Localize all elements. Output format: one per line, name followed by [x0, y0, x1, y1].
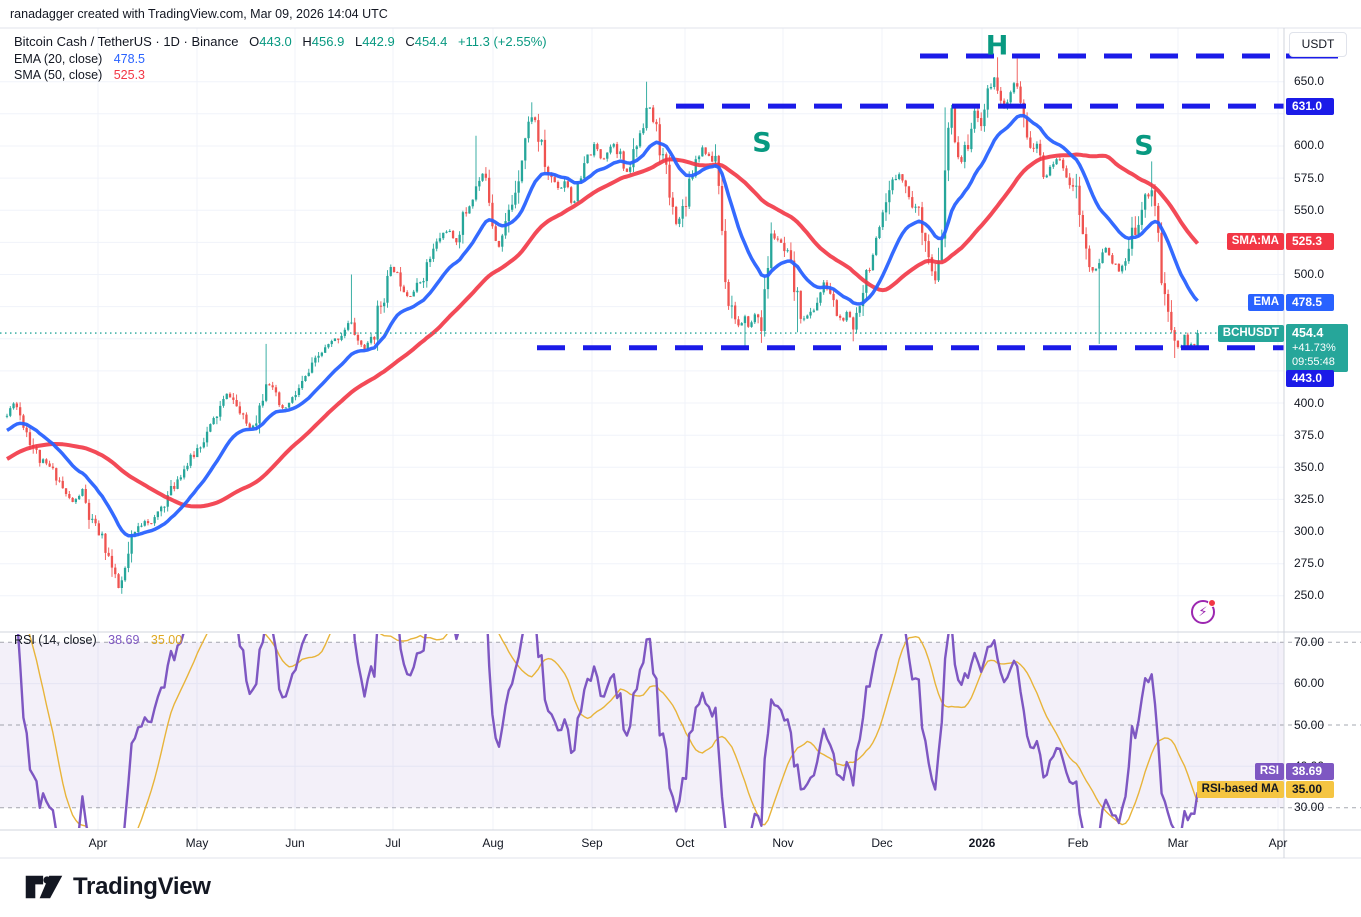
bar-countdown: 09:55:48 [1292, 356, 1335, 369]
rsi-legend-row[interactable]: RSI (14, close) 38.69 35.00 [14, 633, 182, 647]
ohlc-high: H456.9 [302, 34, 345, 49]
ohlc-close: C454.4 [405, 34, 448, 49]
price-tick-label: 325.0 [1294, 491, 1325, 506]
price-tick-label: 500.0 [1294, 266, 1325, 281]
rsi-value: 38.69 [108, 633, 140, 647]
sma-value: 525.3 [113, 68, 145, 82]
ema-axis-chip: EMA [1248, 293, 1284, 311]
rsi-level-lines [0, 641, 1361, 809]
last-price-change: +41.73% [1292, 342, 1336, 355]
month-label[interactable]: Apr [88, 836, 108, 850]
month-label[interactable]: Sep [581, 836, 603, 850]
right-shoulder-annotation: S [1134, 130, 1154, 162]
rsi-tick-label: 60.00 [1294, 676, 1325, 691]
head-annotation: H [985, 30, 1009, 62]
symbol-legend-row[interactable]: Bitcoin Cash / TetherUS · 1D · Binance O… [14, 34, 547, 51]
rsi-tick-label: 70.00 [1294, 634, 1325, 649]
price-tick-label: 575.0 [1294, 170, 1325, 185]
rsi-tick-label: 30.00 [1294, 800, 1325, 815]
sma-price-badge: 525.3 [1286, 233, 1334, 251]
month-label[interactable]: Apr [1268, 836, 1288, 850]
sma-label: SMA (50, close) [14, 68, 103, 82]
ema-value: 478.5 [113, 51, 145, 66]
month-label[interactable]: May [185, 836, 209, 850]
tradingview-logo-mark [25, 875, 63, 899]
tradingview-logo-text: TradingView [73, 873, 211, 900]
price-tick-label: 400.0 [1294, 395, 1325, 410]
price-tick-label: 250.0 [1294, 588, 1325, 603]
month-label[interactable]: Dec [871, 836, 893, 850]
grid-lines [0, 28, 1284, 830]
month-label[interactable]: Jun [285, 836, 305, 850]
last-price-value: 454.4 [1292, 326, 1324, 341]
price-tick-label: 650.0 [1294, 74, 1325, 89]
sma-line[interactable] [6, 152, 1200, 509]
tradingview-logo[interactable]: TradingView [24, 869, 211, 905]
support-price-badge: 443.0 [1286, 370, 1334, 387]
left-shoulder-annotation: S [752, 127, 772, 159]
ema-legend-row[interactable]: EMA (20, close) 478.5 [14, 51, 547, 68]
ohlc-change: +11.3 (+2.55%) [457, 34, 547, 49]
rsi-ma-value: 35.00 [150, 633, 183, 647]
boost-flash-icon[interactable]: ⚡ [1191, 599, 1216, 624]
rsi-axis-chip: RSI [1254, 763, 1284, 781]
rsi-label: RSI (14, close) [14, 633, 97, 647]
rsi-line[interactable] [7, 567, 1199, 886]
candlestick-series[interactable] [5, 57, 1199, 594]
notification-dot [1208, 599, 1216, 607]
price-tick-label: 550.0 [1294, 202, 1325, 217]
ohlc-low: L442.9 [354, 34, 395, 49]
price-tick-label: 275.0 [1294, 556, 1325, 571]
ema-price-badge: 478.5 [1286, 293, 1334, 311]
ema-label: EMA (20, close) [14, 51, 103, 66]
sma-legend-row[interactable]: SMA (50, close) 525.3 [14, 67, 547, 84]
level-lines[interactable] [537, 53, 1338, 351]
rsi-tick-label: 50.00 [1294, 717, 1325, 732]
month-label[interactable]: Feb [1067, 836, 1089, 850]
lightning-icon: ⚡ [1198, 604, 1208, 619]
resistance-price-badge: 631.0 [1286, 97, 1334, 115]
rsi-value-badge: 38.69 [1286, 763, 1334, 781]
month-label[interactable]: Jul [385, 836, 401, 850]
attribution-text: ranadagger created with TradingView.com,… [10, 7, 388, 21]
currency-button[interactable]: USDT [1289, 32, 1347, 57]
year-label[interactable]: 2026 [968, 836, 996, 850]
rsi-ma-axis-chip: RSI-based MA [1196, 781, 1284, 798]
sma-axis-chip: SMA:MA [1226, 233, 1284, 251]
ohlc-open: O443.0 [249, 34, 292, 49]
chart-legend: Bitcoin Cash / TetherUS · 1D · Binance O… [14, 34, 547, 84]
price-tick-label: 350.0 [1294, 459, 1325, 474]
price-tick-label: 300.0 [1294, 524, 1325, 539]
price-tick-label: 600.0 [1294, 138, 1325, 153]
ema-line[interactable] [6, 113, 1199, 538]
symbol-title: Bitcoin Cash / TetherUS · 1D · Binance [14, 34, 239, 49]
month-label[interactable]: Mar [1167, 836, 1189, 850]
price-tick-label: 375.0 [1294, 427, 1325, 442]
month-label[interactable]: Aug [482, 836, 504, 850]
last-price-badge: 454.4 +41.73% 09:55:48 [1286, 324, 1348, 373]
month-label[interactable]: Oct [675, 836, 695, 850]
month-label[interactable]: Nov [772, 836, 794, 850]
symbol-axis-chip: BCHUSDT [1217, 324, 1284, 342]
pane-borders [0, 27, 1361, 859]
rsi-ma-value-badge: 35.00 [1286, 781, 1334, 798]
